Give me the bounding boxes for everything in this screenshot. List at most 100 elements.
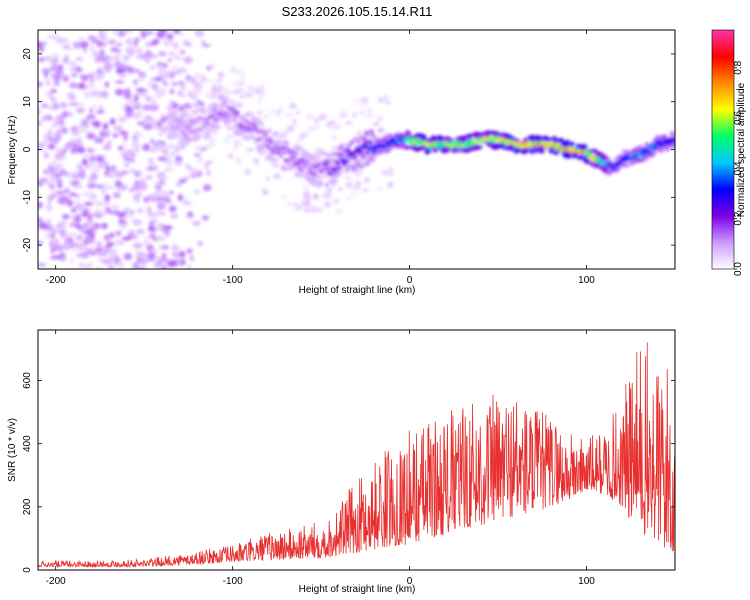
heatmap-cell: [189, 173, 199, 178]
heatmap-cell: [335, 161, 341, 166]
heatmap-cell: [91, 120, 102, 126]
heatmap-cell: [211, 107, 217, 112]
heatmap-cell: [293, 151, 299, 156]
heatmap-cell: [257, 98, 262, 104]
heatmap-x-ticks: -200 -100 0 100: [46, 30, 595, 286]
heatmap-cell: [455, 140, 461, 145]
heatmap-cell: [205, 121, 211, 125]
heatmap-cell: [220, 106, 226, 111]
heatmap-cell: [173, 30, 180, 34]
heatmap-cell: [340, 142, 346, 148]
heatmap-cell: [305, 153, 311, 158]
heatmap-cell: [169, 259, 178, 267]
heatmap-cell: [210, 114, 216, 118]
heatmap-cell: [120, 89, 128, 94]
heatmap-cell: [582, 144, 588, 149]
heatmap-cell: [370, 133, 376, 139]
heatmap-cell: [177, 67, 188, 73]
heatmap-cell: [569, 141, 575, 147]
heatmap-cell: [322, 174, 328, 179]
colorbar-tick-label: 0.8: [733, 60, 744, 74]
heatmap-cell: [325, 153, 331, 158]
heatmap-cell: [123, 252, 133, 261]
heatmap-cell: [100, 248, 109, 254]
x-tick-label: -200: [46, 275, 66, 286]
heatmap-cell: [239, 94, 245, 99]
heatmap-cell: [197, 240, 203, 247]
heatmap-cell: [236, 81, 243, 86]
heatmap-cell: [70, 242, 81, 248]
heatmap-cell: [165, 144, 174, 148]
heatmap-cell: [150, 77, 156, 81]
heatmap-cell: [201, 124, 207, 128]
heatmap-cell: [309, 163, 315, 167]
heatmap-cell: [95, 74, 104, 81]
heatmap-cell: [114, 61, 122, 67]
heatmap-cell: [294, 143, 300, 148]
heatmap-cell: [79, 41, 89, 49]
heatmap-cell: [101, 187, 107, 195]
heatmap-cell: [304, 184, 309, 191]
heatmap-cell: [114, 88, 124, 96]
heatmap-cell: [132, 262, 139, 269]
heatmap-cell: [177, 81, 186, 85]
heatmap-cell: [305, 114, 314, 120]
heatmap-cell: [259, 83, 265, 90]
heatmap-cell: [134, 192, 142, 197]
heatmap-cell: [195, 134, 201, 140]
heatmap-cell: [50, 64, 59, 72]
heatmap-cell: [43, 152, 50, 159]
heatmap-cell: [226, 133, 235, 139]
heatmap-cell: [82, 153, 92, 160]
heatmap-cell: [173, 151, 179, 156]
heatmap-cell: [179, 251, 186, 258]
heatmap-cell: [132, 135, 138, 141]
heatmap-cell: [233, 144, 239, 151]
heatmap-cell: [284, 141, 290, 146]
heatmap-cell: [38, 263, 47, 267]
heatmap-cell: [83, 91, 89, 97]
heatmap-cell: [266, 128, 272, 133]
heatmap-cell: [88, 220, 94, 227]
heatmap-cell: [50, 88, 57, 94]
heatmap-cell: [63, 75, 70, 83]
heatmap-cell: [260, 150, 266, 155]
heatmap-cell: [172, 56, 183, 60]
heatmap-cell: [110, 203, 120, 210]
heatmap-cell: [467, 133, 473, 139]
heatmap-cell: [158, 65, 166, 73]
heatmap-cell: [89, 250, 97, 256]
heatmap-cell: [38, 41, 43, 48]
heatmap-cell: [212, 130, 218, 135]
heatmap-cell: [114, 80, 125, 84]
heatmap-cell: [247, 84, 254, 90]
heatmap-cell: [189, 255, 195, 262]
heatmap-cell: [169, 123, 175, 128]
heatmap-cell: [331, 166, 337, 170]
snr-line: [38, 342, 675, 569]
heatmap-cell: [145, 41, 151, 48]
heatmap-cell: [262, 189, 269, 196]
y-tick-label: 20: [22, 48, 33, 60]
heatmap-cell: [58, 37, 67, 44]
heatmap-cell: [113, 51, 122, 59]
heatmap-cell: [196, 159, 205, 163]
heatmap-cell: [364, 176, 370, 184]
heatmap-cell: [242, 125, 248, 129]
heatmap-cell: [84, 84, 90, 89]
x-tick-label: -200: [46, 576, 66, 587]
heatmap-cell: [135, 77, 146, 82]
heatmap-cell: [534, 148, 540, 153]
heatmap-cell: [125, 38, 135, 46]
heatmap-cell: [87, 176, 95, 182]
heatmap-cell: [288, 150, 294, 154]
heatmap-cell: [166, 196, 171, 203]
heatmap-cell: [188, 76, 197, 84]
heatmap-cell: [49, 95, 54, 100]
heatmap-cell: [79, 227, 87, 233]
heatmap-cell: [314, 154, 320, 160]
heatmap-cell: [38, 109, 41, 115]
heatmap-cell: [62, 214, 70, 220]
heatmap-cell: [122, 222, 127, 230]
heatmap-cell: [345, 196, 353, 200]
